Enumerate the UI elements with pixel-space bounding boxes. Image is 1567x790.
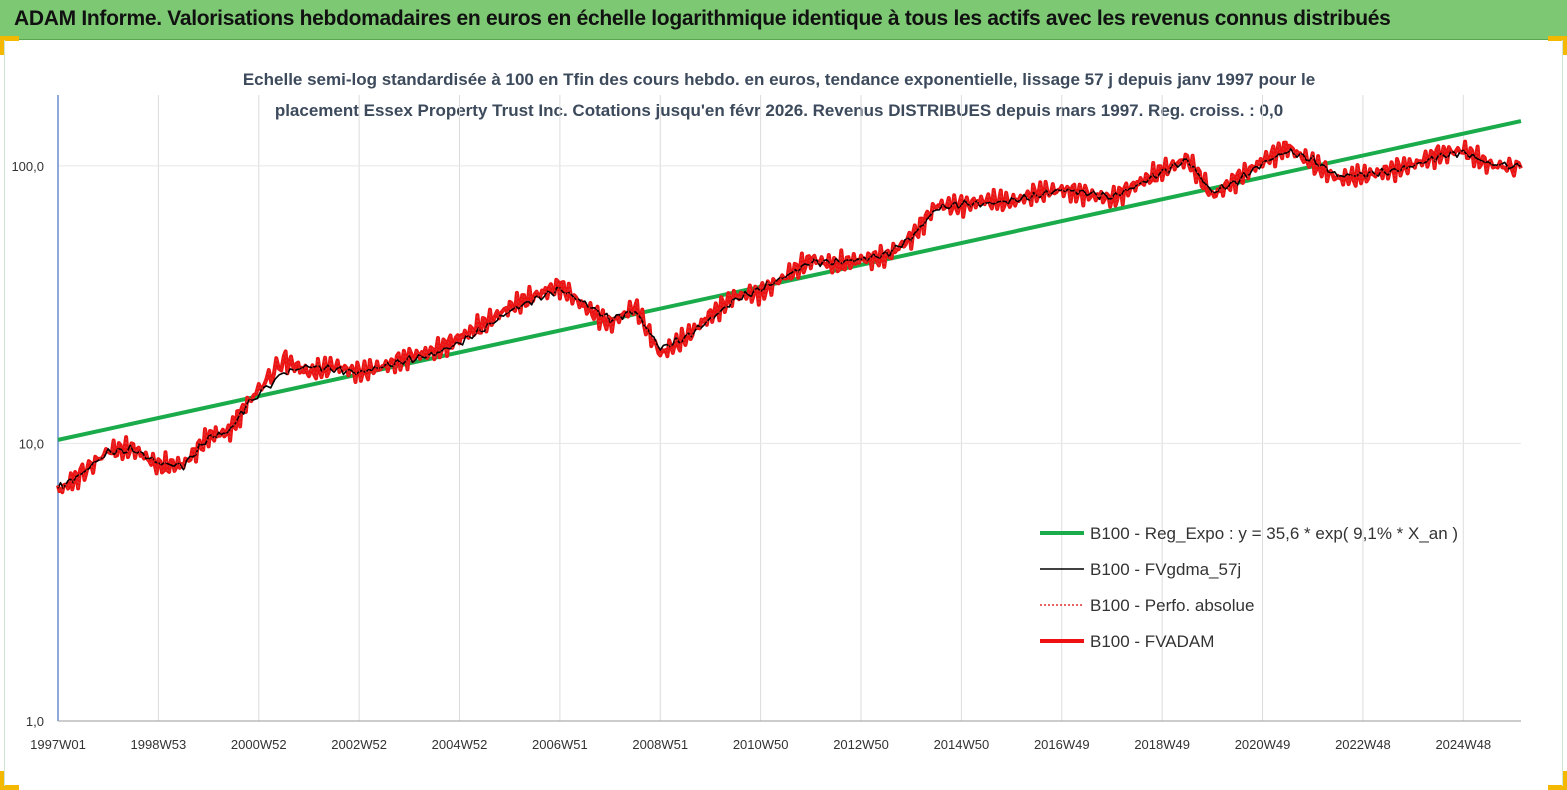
chart-subtitle-line-2: placement Essex Property Trust Inc. Cota… — [275, 101, 1283, 120]
x-tick-label: 2004W52 — [432, 737, 488, 752]
x-tick-label: 2002W52 — [331, 737, 387, 752]
series-line-2 — [57, 140, 1522, 493]
line-chart: Echelle semi-log standardisée à 100 en T… — [11, 70, 1523, 752]
series-line-1 — [57, 148, 1522, 489]
y-tick-label: 1,0 — [26, 714, 44, 729]
x-tick-label: 2022W48 — [1335, 737, 1391, 752]
corner-mark — [0, 771, 19, 790]
x-tick-label: 2024W48 — [1435, 737, 1491, 752]
legend-label-2: B100 - Perfo. absolue — [1090, 596, 1254, 615]
legend-label-1: B100 - FVgdma_57j — [1090, 560, 1241, 579]
x-tick-label: 2020W49 — [1235, 737, 1291, 752]
corner-mark — [1548, 771, 1567, 790]
series-line-0 — [57, 119, 1522, 442]
legend-label-3: B100 - FVADAM — [1090, 632, 1214, 651]
corner-mark — [0, 36, 19, 55]
legend: B100 - Reg_Expo : y = 35,6 * exp( 9,1% *… — [1040, 524, 1458, 651]
series-layer — [56, 119, 1523, 495]
legend-label-0: B100 - Reg_Expo : y = 35,6 * exp( 9,1% *… — [1090, 524, 1458, 543]
x-tick-label: 2016W49 — [1034, 737, 1090, 752]
x-tick-label: 2000W52 — [231, 737, 287, 752]
x-tick-label: 1998W53 — [131, 737, 187, 752]
page-title: ADAM Informe. Valorisations hebdomadaire… — [14, 7, 1391, 30]
axes: 1997W01 1998W53 2000W52 2002W52 2004W52 2006W… — [11, 95, 1521, 752]
x-tick-label: 2014W50 — [934, 737, 990, 752]
x-tick-label: 2018W49 — [1134, 737, 1190, 752]
x-tick-label: 2010W50 — [733, 737, 789, 752]
title-banner: ADAM Informe. Valorisations hebdomadaire… — [0, 0, 1567, 40]
chart-frame — [4, 40, 1563, 786]
x-tick-label: 2006W51 — [532, 737, 588, 752]
series-line-3 — [56, 139, 1523, 495]
y-tick-label: 10,0 — [19, 436, 44, 451]
corner-mark — [1548, 36, 1567, 55]
chart-subtitle-line-1: Echelle semi-log standardisée à 100 en T… — [243, 70, 1315, 89]
grid-lines — [58, 95, 1521, 721]
y-tick-label: 100,0 — [11, 159, 44, 174]
x-tick-label: 2012W50 — [833, 737, 889, 752]
x-tick-label: 1997W01 — [30, 737, 86, 752]
x-tick-label: 2008W51 — [632, 737, 688, 752]
